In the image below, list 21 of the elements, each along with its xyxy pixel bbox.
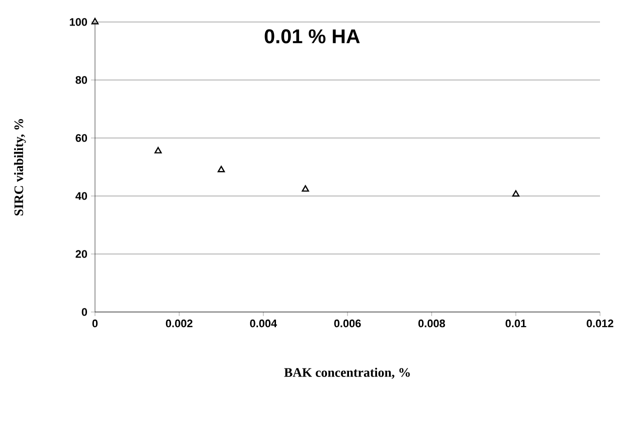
point (154, 146, 162, 154)
x-tick-label: 0.01 (506, 320, 526, 328)
x-tick-label: 0.002 (166, 320, 192, 328)
y-tick-label: 0 (82, 308, 88, 316)
point (302, 185, 310, 192)
y-tick-label: 60 (76, 134, 88, 142)
x-tick-label: 0.006 (334, 320, 361, 328)
point (91, 18, 99, 24)
point (218, 166, 225, 172)
y-tick-label: 100 (70, 18, 88, 26)
x-tick-label: 0 (92, 320, 98, 328)
y-tick-label: 40 (75, 192, 88, 200)
x-tick-label: 0.008 (418, 320, 446, 328)
chart-title: 0.01 % HA (264, 29, 360, 44)
x-tick-label: 0.012 (586, 320, 614, 328)
y-tick-label: 20 (76, 250, 88, 258)
y-axis-title: SIRC viability, % (14, 119, 26, 216)
x-axis-title: BAK concentration, % (284, 368, 410, 379)
y-tick-label: 80 (76, 76, 88, 84)
x-tick-label: 0.004 (250, 320, 277, 328)
point (512, 190, 520, 197)
